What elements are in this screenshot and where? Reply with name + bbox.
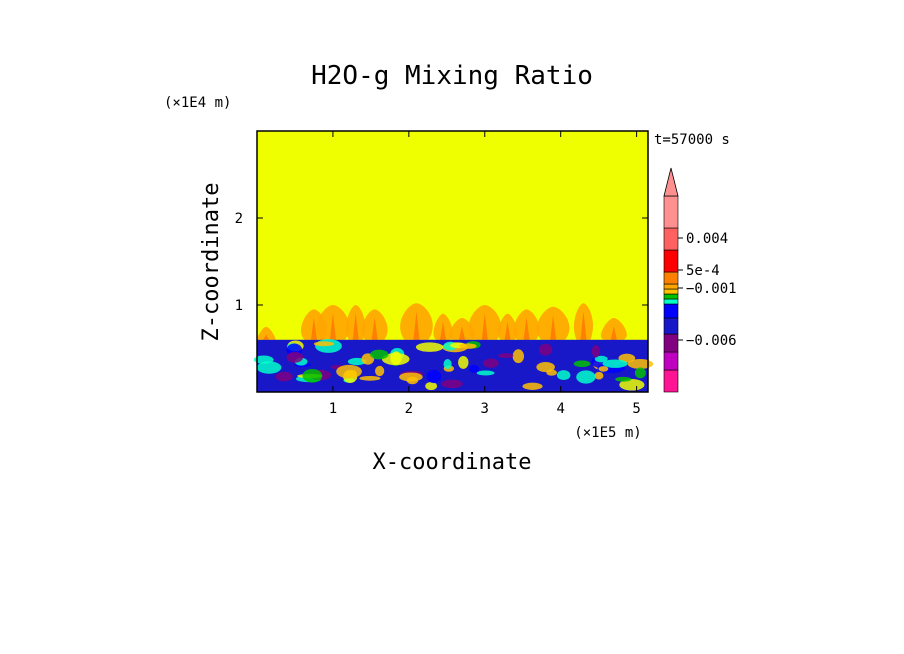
- turbulence-blob: [594, 371, 604, 380]
- turbulence-blob: [536, 362, 555, 373]
- turbulence-blob: [483, 358, 499, 368]
- colorbar-label: 0.004: [686, 231, 728, 247]
- colorbar-segment: [663, 317, 679, 335]
- turbulence-blob: [441, 379, 463, 389]
- turbulence-blob: [591, 344, 600, 358]
- turbulence-blob: [381, 353, 410, 366]
- turbulence-blob: [627, 359, 654, 369]
- x-tick-label: 5: [632, 401, 640, 417]
- colorbar-segment: [663, 369, 679, 393]
- plot-frame: [256, 130, 649, 393]
- plume-core: [371, 317, 378, 340]
- plume-core: [481, 313, 488, 340]
- x-unit-label: (×1E5 m): [574, 425, 641, 441]
- colorbar-label: −0.001: [686, 281, 737, 297]
- plume-core: [580, 311, 587, 340]
- turbulence-blob: [498, 353, 514, 359]
- plume-core: [458, 326, 465, 340]
- plot-area: [253, 130, 654, 393]
- chart-title: H2O-g Mixing Ratio: [311, 61, 593, 91]
- y-tick-label: 1: [235, 298, 243, 314]
- plume-core: [504, 321, 511, 340]
- turbulence-blob: [615, 376, 632, 382]
- turbulence-blob: [286, 351, 304, 363]
- plume-core: [523, 317, 530, 340]
- turbulence-blob: [406, 376, 419, 385]
- colorbar-segment: [663, 288, 679, 295]
- colorbar-segment: [663, 333, 679, 353]
- x-tick-label: 3: [481, 401, 489, 417]
- turbulence-blob: [313, 341, 335, 347]
- turbulence-blob: [336, 364, 362, 379]
- turbulence-blob: [347, 357, 367, 366]
- turbulence-blob: [359, 375, 381, 381]
- turbulence-blob: [522, 382, 543, 390]
- turbulence-blob: [468, 364, 480, 373]
- turbulence-blob: [256, 361, 282, 374]
- y-tick-label: 2: [235, 211, 243, 227]
- colorbar-label: −0.006: [686, 333, 737, 349]
- turbulence-blob: [573, 360, 591, 368]
- plume-core: [440, 321, 447, 340]
- colorbar-segment: [663, 293, 679, 300]
- plume-core: [263, 334, 270, 340]
- plume-core: [329, 313, 336, 340]
- turbulence-blob: [476, 370, 495, 376]
- turbulence-blob: [594, 355, 608, 363]
- colorbar-segment: [663, 283, 679, 290]
- colorbar-segment: [663, 271, 679, 285]
- turbulence-blob: [425, 381, 438, 391]
- y-unit-label: (×1E4 m): [164, 95, 231, 111]
- turbulence-blob: [443, 358, 452, 370]
- colorbar: 0.004 5e-4 −0.001 −0.006: [663, 167, 737, 393]
- colorbar-segment: [663, 195, 679, 229]
- turbulence-blob: [556, 370, 571, 381]
- turbulence-blob: [302, 368, 323, 383]
- time-label: t=57000 s: [654, 132, 730, 148]
- turbulence-blob: [458, 355, 469, 369]
- colorbar-segment: [663, 298, 679, 305]
- turbulence-blob: [538, 343, 553, 356]
- x-tick-label: 1: [329, 401, 337, 417]
- plume-core: [413, 311, 420, 340]
- y-axis-ticks: 12: [235, 211, 648, 314]
- colorbar-segment: [663, 303, 679, 319]
- x-tick-label: 2: [405, 401, 413, 417]
- turbulence-blob: [375, 365, 385, 377]
- x-axis-label: X-coordinate: [373, 450, 532, 475]
- colorbar-label: 5e-4: [686, 263, 720, 279]
- plume-core: [352, 313, 359, 340]
- turbulence-blob: [512, 349, 525, 364]
- turbulence-blob: [619, 379, 645, 391]
- turbulence-blob: [370, 349, 389, 360]
- y-axis-label: Z-coordinate: [199, 183, 224, 342]
- plume-core: [310, 317, 317, 340]
- colorbar-segment: [663, 227, 679, 251]
- x-axis-ticks: 1 2 3 4 5: [329, 131, 641, 417]
- plume-core: [550, 314, 557, 340]
- colorbar-segment: [663, 351, 679, 371]
- turbulence-blob: [602, 359, 628, 368]
- colorbar-segment: [663, 249, 679, 273]
- turbulence-blob: [426, 369, 442, 384]
- turbulence-blob: [275, 371, 293, 382]
- plume-core: [610, 326, 617, 340]
- turbulence-blob: [459, 343, 477, 349]
- turbulence-blob: [415, 342, 444, 352]
- colorbar-extend-arrow: [663, 167, 679, 197]
- turbulence-blob: [598, 366, 609, 372]
- x-tick-label: 4: [556, 401, 564, 417]
- turbulence-blob: [634, 367, 646, 379]
- turbulence-blob: [576, 370, 596, 384]
- plume: [256, 326, 276, 342]
